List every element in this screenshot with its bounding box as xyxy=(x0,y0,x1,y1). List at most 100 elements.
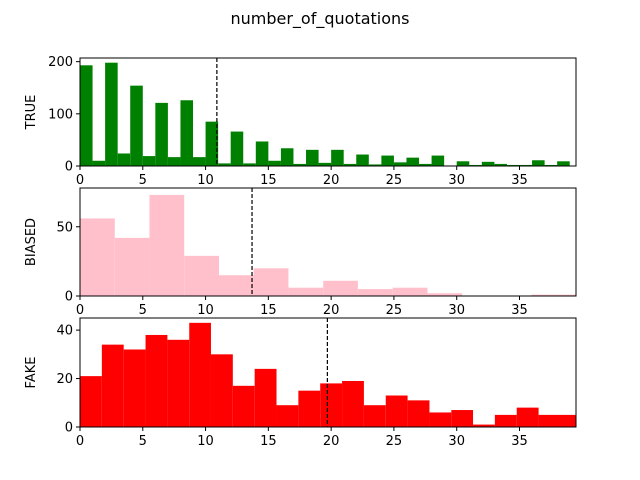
biased-bar-7 xyxy=(323,280,358,296)
biased-xtick-label-4: 20 xyxy=(323,303,340,318)
true-ytick-label-0: 0 xyxy=(65,160,73,175)
biased-bar-1 xyxy=(114,237,150,296)
true-bar-25 xyxy=(393,162,407,166)
biased-bar-8 xyxy=(357,289,393,296)
true-bar-10 xyxy=(205,121,219,166)
fake-bar-10 xyxy=(298,390,321,427)
true-axes-frame xyxy=(79,57,577,167)
fake-bar-9 xyxy=(276,405,299,427)
fake-bar-7 xyxy=(232,385,255,427)
fake-bar-1 xyxy=(101,344,124,427)
panel-true: 0 5 10 15 20 25 30 35 0 100 200 TRUE xyxy=(24,55,577,188)
true-xtick-label-6: 30 xyxy=(448,173,465,188)
true-xtick-label-1: 5 xyxy=(139,173,147,188)
true-bar-0 xyxy=(80,65,93,166)
true-bar-2 xyxy=(105,62,118,167)
fake-axes-frame xyxy=(79,317,577,428)
true-bar-33 xyxy=(494,163,507,166)
biased-ylabel: BIASED xyxy=(24,218,39,266)
true-bar-37 xyxy=(544,164,558,166)
true-bar-1 xyxy=(92,160,106,166)
true-xtick-label-0: 0 xyxy=(76,173,84,188)
true-bar-12 xyxy=(230,131,244,166)
true-bar-24 xyxy=(381,155,394,166)
true-bar-7 xyxy=(167,157,181,166)
true-bar-36 xyxy=(532,160,545,166)
biased-xtick-label-2: 10 xyxy=(197,303,214,318)
biased-bar-9 xyxy=(392,287,428,296)
biased-bar-4 xyxy=(219,275,254,296)
fake-xtick-label-0: 0 xyxy=(76,434,84,449)
true-bar-14 xyxy=(255,141,269,166)
true-bar-18 xyxy=(306,149,319,166)
true-bar-5 xyxy=(142,156,156,166)
fake-ylabel: FAKE xyxy=(24,357,39,389)
true-bar-11 xyxy=(218,163,231,166)
fake-xtick-label-1: 5 xyxy=(139,434,147,449)
true-bar-9 xyxy=(193,157,206,166)
fake-bar-14 xyxy=(385,395,408,427)
true-bar-20 xyxy=(331,149,344,166)
true-bar-34 xyxy=(506,164,520,166)
biased-xtick-label-6: 30 xyxy=(448,303,465,318)
fake-xtick-label-2: 10 xyxy=(197,434,214,449)
true-bar-15 xyxy=(268,160,281,166)
true-bar-3 xyxy=(117,153,131,166)
biased-xtick-label-3: 15 xyxy=(260,303,277,318)
biased-bar-5 xyxy=(253,268,289,296)
true-bar-27 xyxy=(419,163,432,166)
biased-bar-2 xyxy=(149,194,185,296)
fake-xtick-label-7: 35 xyxy=(511,434,528,449)
biased-bar-13 xyxy=(531,294,576,296)
biased-xtick-label-5: 25 xyxy=(386,303,403,318)
true-xtick-label-3: 15 xyxy=(260,173,277,188)
fake-bar-3 xyxy=(145,334,168,427)
fake-bar-18 xyxy=(473,424,495,427)
true-bar-13 xyxy=(243,163,256,166)
true-xtick-label-4: 20 xyxy=(323,173,340,188)
fake-ytick-label-1: 20 xyxy=(56,372,73,387)
true-ytick-label-2: 200 xyxy=(48,55,73,70)
true-bar-31 xyxy=(469,164,482,166)
true-bar-6 xyxy=(155,102,168,166)
true-bar-30 xyxy=(456,161,470,166)
true-xtick-label-5: 25 xyxy=(386,173,403,188)
true-bar-22 xyxy=(356,154,369,166)
fake-bar-13 xyxy=(363,405,386,427)
fake-xtick-label-5: 25 xyxy=(386,434,403,449)
true-ylabel: TRUE xyxy=(24,95,39,131)
biased-xtick-label-1: 5 xyxy=(139,303,147,318)
fake-bar-6 xyxy=(210,354,233,427)
biased-ytick-label-1: 50 xyxy=(56,220,73,235)
fake-xtick-label-4: 20 xyxy=(323,434,340,449)
true-bar-17 xyxy=(293,163,307,166)
fake-bar-5 xyxy=(189,322,211,427)
true-bar-28 xyxy=(431,155,445,166)
biased-xtick-label-7: 35 xyxy=(511,303,528,318)
true-ytick-label-1: 100 xyxy=(48,107,73,122)
fake-bar-20 xyxy=(516,407,539,427)
true-bar-16 xyxy=(280,148,294,166)
fake-bar-17 xyxy=(451,410,474,427)
fake-bar-8 xyxy=(254,368,277,427)
true-bar-26 xyxy=(406,157,420,166)
fake-bar-4 xyxy=(167,339,190,427)
fake-bar-21 xyxy=(538,414,576,427)
fake-ytick-label-2: 40 xyxy=(56,324,73,339)
fake-bar-19 xyxy=(494,414,517,427)
biased-bar-3 xyxy=(184,255,219,296)
fake-bar-0 xyxy=(80,376,102,427)
true-bar-21 xyxy=(343,163,357,166)
true-xtick-label-7: 35 xyxy=(511,173,528,188)
fake-ytick-label-0: 0 xyxy=(65,421,73,436)
biased-bar-10 xyxy=(427,293,463,296)
biased-axes-frame xyxy=(79,187,577,297)
biased-ytick-label-0: 0 xyxy=(65,290,73,305)
true-bar-32 xyxy=(481,161,495,166)
biased-bar-0 xyxy=(80,218,115,296)
true-bar-38 xyxy=(557,161,570,166)
fake-bar-11 xyxy=(320,383,343,427)
biased-xtick-label-0: 0 xyxy=(76,303,84,318)
true-bar-4 xyxy=(130,85,143,166)
